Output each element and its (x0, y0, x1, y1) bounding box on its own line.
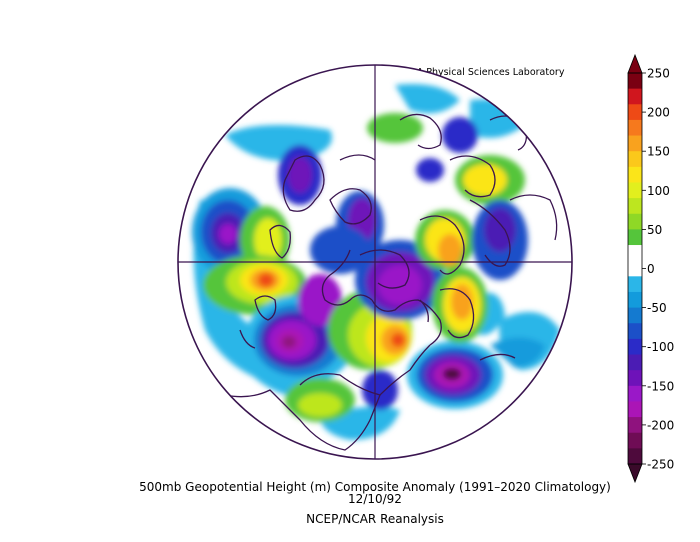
colorbar-swatch (628, 260, 642, 277)
figure-title: 500mb Geopotential Height (m) Composite … (139, 480, 611, 494)
colorbar-swatch (628, 370, 642, 387)
coastlines (224, 113, 558, 451)
figure-source: NCEP/NCAR Reanalysis (306, 512, 444, 526)
colorbar-top-arrow (627, 53, 643, 74)
colorbar-label: -150 (647, 379, 674, 393)
colorbar-swatch (628, 213, 642, 230)
colorbar-label: 50 (647, 223, 662, 237)
figure-date: 12/10/92 (348, 492, 402, 506)
colorbar-label: 250 (647, 67, 670, 81)
colorbar-swatch (628, 354, 642, 371)
colorbar-swatch (628, 151, 642, 168)
colorbar-swatch (628, 276, 642, 293)
colorbar-swatch (628, 323, 642, 340)
hemisphere-map (178, 65, 572, 459)
colorbar-label: 100 (647, 184, 670, 198)
colorbar-swatch (628, 182, 642, 199)
colorbar-swatch (628, 73, 642, 90)
colorbar-swatch (628, 135, 642, 152)
credit-label: NOAA Physical Sciences Laboratory (396, 67, 565, 78)
colorbar-label: 200 (647, 106, 670, 120)
colorbar-swatch (628, 417, 642, 434)
colorbar-swatch (628, 229, 642, 246)
colorbar-label: -250 (647, 458, 674, 472)
anomaly-shading (192, 84, 560, 440)
colorbar-swatch (628, 245, 642, 262)
colorbar-swatch (628, 432, 642, 449)
colorbar-swatch (628, 385, 642, 402)
colorbar-label: -100 (647, 340, 674, 354)
colorbar-label: -50 (647, 301, 667, 315)
colorbar-swatch (628, 104, 642, 121)
colorbar-swatch (628, 166, 642, 183)
colorbar-swatch (628, 448, 642, 465)
colorbar: 250 200 150 100 50 0 -50 -100 -150 -200 -250 (627, 53, 674, 484)
colorbar-swatch (628, 307, 642, 324)
colorbar-swatch (628, 401, 642, 418)
colorbar-swatch (628, 119, 642, 136)
colorbar-swatch (628, 88, 642, 105)
colorbar-swatch (628, 198, 642, 215)
colorbar-label: -200 (647, 418, 674, 432)
map-boundary-circle (177, 64, 573, 460)
colorbar-swatch (628, 291, 642, 308)
colorbar-swatch (628, 338, 642, 355)
colorbar-label: 150 (647, 145, 670, 159)
colorbar-label: 0 (647, 262, 655, 276)
